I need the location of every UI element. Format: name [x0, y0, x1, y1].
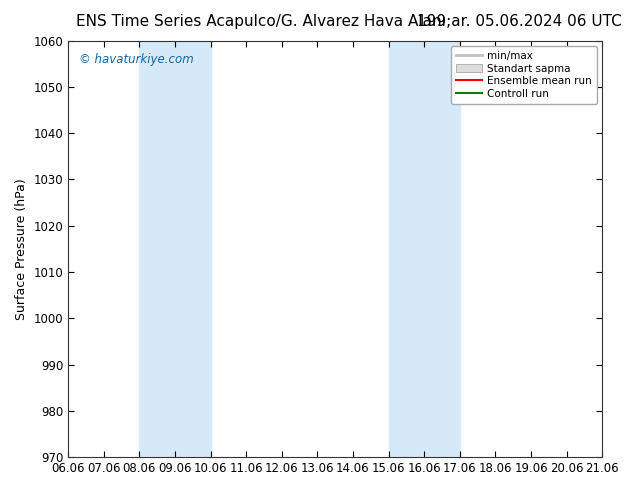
Legend: min/max, Standart sapma, Ensemble mean run, Controll run: min/max, Standart sapma, Ensemble mean r…	[451, 46, 597, 104]
Bar	[139, 41, 210, 457]
Text: © havaturkiye.com: © havaturkiye.com	[79, 53, 193, 66]
Y-axis label: Surface Pressure (hPa): Surface Pressure (hPa)	[15, 178, 28, 320]
Text: ENS Time Series Acapulco/G. Alvarez Hava Alanı: ENS Time Series Acapulco/G. Alvarez Hava…	[76, 14, 446, 29]
Bar	[389, 41, 460, 457]
Text: 199;ar. 05.06.2024 06 UTC: 199;ar. 05.06.2024 06 UTC	[417, 14, 621, 29]
